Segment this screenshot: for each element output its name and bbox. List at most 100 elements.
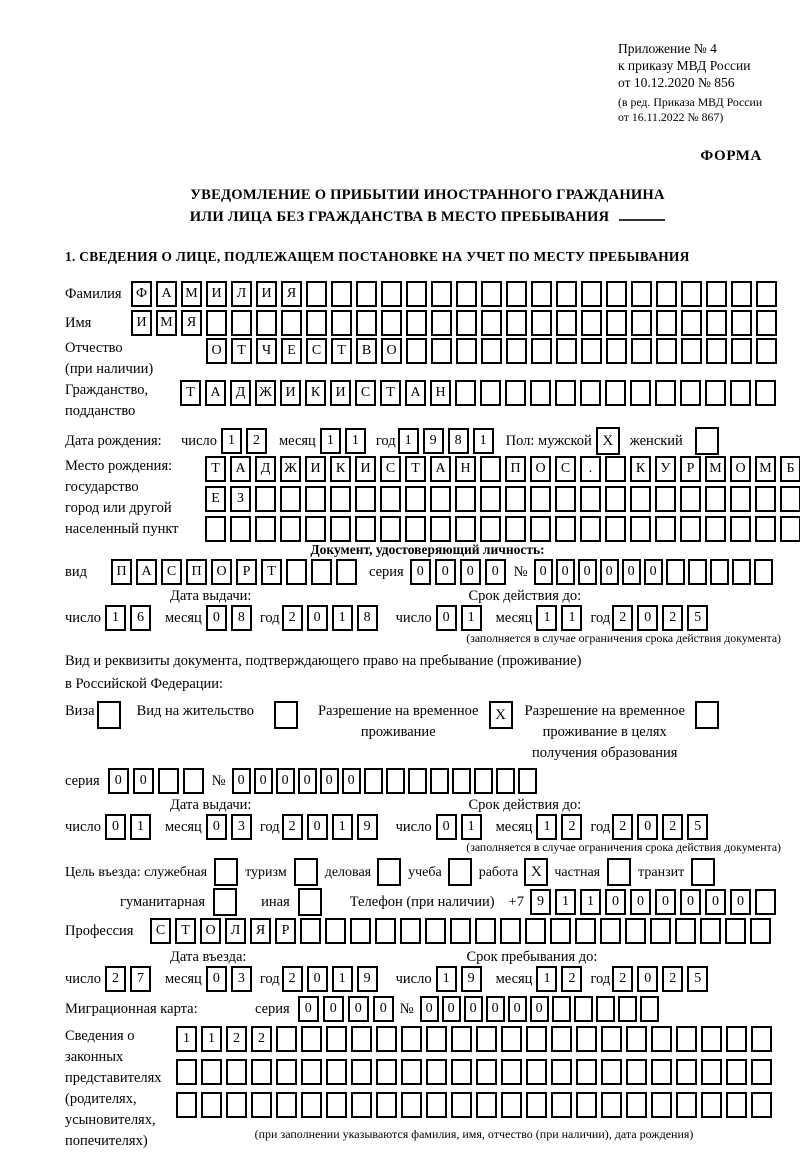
- form-cell[interactable]: [455, 380, 476, 406]
- form-cell[interactable]: [639, 996, 659, 1022]
- form-cell[interactable]: [251, 1092, 272, 1118]
- form-cell[interactable]: [517, 768, 537, 794]
- form-cell[interactable]: [501, 1092, 522, 1118]
- form-cell[interactable]: [306, 310, 327, 336]
- form-cell[interactable]: Д: [230, 380, 251, 406]
- form-cell[interactable]: Т: [205, 456, 226, 482]
- form-cell[interactable]: Н: [455, 456, 476, 482]
- form-cell[interactable]: 0: [459, 559, 481, 585]
- form-cell[interactable]: [331, 281, 352, 307]
- form-cell[interactable]: [330, 486, 351, 512]
- form-cell[interactable]: [550, 918, 571, 944]
- form-cell[interactable]: [701, 1059, 722, 1085]
- form-cell[interactable]: [526, 1059, 547, 1085]
- form-cell[interactable]: И: [280, 380, 301, 406]
- purpose-business-checkbox[interactable]: [377, 858, 402, 886]
- form-cell[interactable]: [495, 768, 515, 794]
- form-cell[interactable]: [573, 996, 593, 1022]
- form-cell[interactable]: Т: [231, 338, 252, 364]
- form-cell[interactable]: [601, 1092, 622, 1118]
- form-cell[interactable]: 2: [226, 1026, 247, 1052]
- form-cell[interactable]: 0: [104, 814, 126, 840]
- form-cell[interactable]: [655, 380, 676, 406]
- form-cell[interactable]: [605, 486, 626, 512]
- form-cell[interactable]: 1: [561, 605, 583, 631]
- form-cell[interactable]: 1: [319, 428, 341, 454]
- form-cell[interactable]: И: [131, 310, 152, 336]
- form-cell[interactable]: [576, 1026, 597, 1052]
- form-cell[interactable]: [276, 1026, 297, 1052]
- form-cell[interactable]: [206, 310, 227, 336]
- form-cell[interactable]: 0: [205, 814, 227, 840]
- form-cell[interactable]: 0: [654, 889, 676, 915]
- form-cell[interactable]: [706, 338, 727, 364]
- form-cell[interactable]: [505, 486, 526, 512]
- form-cell[interactable]: [656, 281, 677, 307]
- form-cell[interactable]: 2: [662, 605, 684, 631]
- form-cell[interactable]: [750, 918, 771, 944]
- form-cell[interactable]: 9: [460, 966, 482, 992]
- form-cell[interactable]: [580, 380, 601, 406]
- form-cell[interactable]: [680, 380, 701, 406]
- form-cell[interactable]: [605, 380, 626, 406]
- form-cell[interactable]: [655, 516, 676, 542]
- form-cell[interactable]: Е: [281, 338, 302, 364]
- form-cell[interactable]: [526, 1092, 547, 1118]
- form-cell[interactable]: С: [306, 338, 327, 364]
- form-cell[interactable]: [350, 918, 371, 944]
- form-cell[interactable]: 1: [536, 605, 558, 631]
- form-cell[interactable]: 0: [253, 768, 273, 794]
- form-cell[interactable]: [705, 516, 726, 542]
- form-cell[interactable]: [276, 1092, 297, 1118]
- form-cell[interactable]: [501, 1026, 522, 1052]
- form-cell[interactable]: 2: [612, 966, 634, 992]
- form-cell[interactable]: [401, 1092, 422, 1118]
- form-cell[interactable]: [451, 1026, 472, 1052]
- form-cell[interactable]: [401, 1059, 422, 1085]
- form-cell[interactable]: [631, 338, 652, 364]
- form-cell[interactable]: [630, 380, 651, 406]
- form-cell[interactable]: [676, 1026, 697, 1052]
- form-cell[interactable]: [730, 486, 751, 512]
- form-cell[interactable]: 0: [306, 814, 328, 840]
- form-cell[interactable]: [506, 281, 527, 307]
- form-cell[interactable]: [356, 310, 377, 336]
- form-cell[interactable]: [381, 310, 402, 336]
- form-cell[interactable]: [600, 918, 621, 944]
- form-cell[interactable]: [580, 516, 601, 542]
- form-cell[interactable]: [431, 281, 452, 307]
- form-cell[interactable]: [581, 338, 602, 364]
- form-cell[interactable]: [651, 1026, 672, 1052]
- form-cell[interactable]: 0: [205, 966, 227, 992]
- form-cell[interactable]: [676, 1059, 697, 1085]
- form-cell[interactable]: Я: [181, 310, 202, 336]
- form-cell[interactable]: [580, 486, 601, 512]
- form-cell[interactable]: [431, 338, 452, 364]
- form-cell[interactable]: 2: [281, 966, 303, 992]
- form-cell[interactable]: О: [530, 456, 551, 482]
- form-cell[interactable]: 5: [687, 814, 709, 840]
- form-cell[interactable]: [331, 310, 352, 336]
- form-cell[interactable]: [355, 486, 376, 512]
- form-cell[interactable]: [326, 1092, 347, 1118]
- form-cell[interactable]: 0: [484, 559, 506, 585]
- form-cell[interactable]: [531, 338, 552, 364]
- form-cell[interactable]: [676, 1092, 697, 1118]
- form-cell[interactable]: Н: [430, 380, 451, 406]
- form-cell[interactable]: 2: [561, 814, 583, 840]
- form-cell[interactable]: [756, 281, 777, 307]
- form-cell[interactable]: [651, 1059, 672, 1085]
- form-cell[interactable]: [451, 1092, 472, 1118]
- form-cell[interactable]: 0: [604, 889, 626, 915]
- form-cell[interactable]: [351, 1026, 372, 1052]
- form-cell[interactable]: [617, 996, 637, 1022]
- form-cell[interactable]: [754, 889, 776, 915]
- form-cell[interactable]: [301, 1026, 322, 1052]
- purpose-private-checkbox[interactable]: [607, 858, 632, 886]
- form-cell[interactable]: 0: [132, 768, 154, 794]
- form-cell[interactable]: [286, 559, 307, 585]
- form-cell[interactable]: 1: [176, 1026, 197, 1052]
- form-cell[interactable]: 8: [230, 605, 252, 631]
- form-cell[interactable]: 2: [612, 814, 634, 840]
- purpose-other-checkbox[interactable]: [297, 888, 322, 916]
